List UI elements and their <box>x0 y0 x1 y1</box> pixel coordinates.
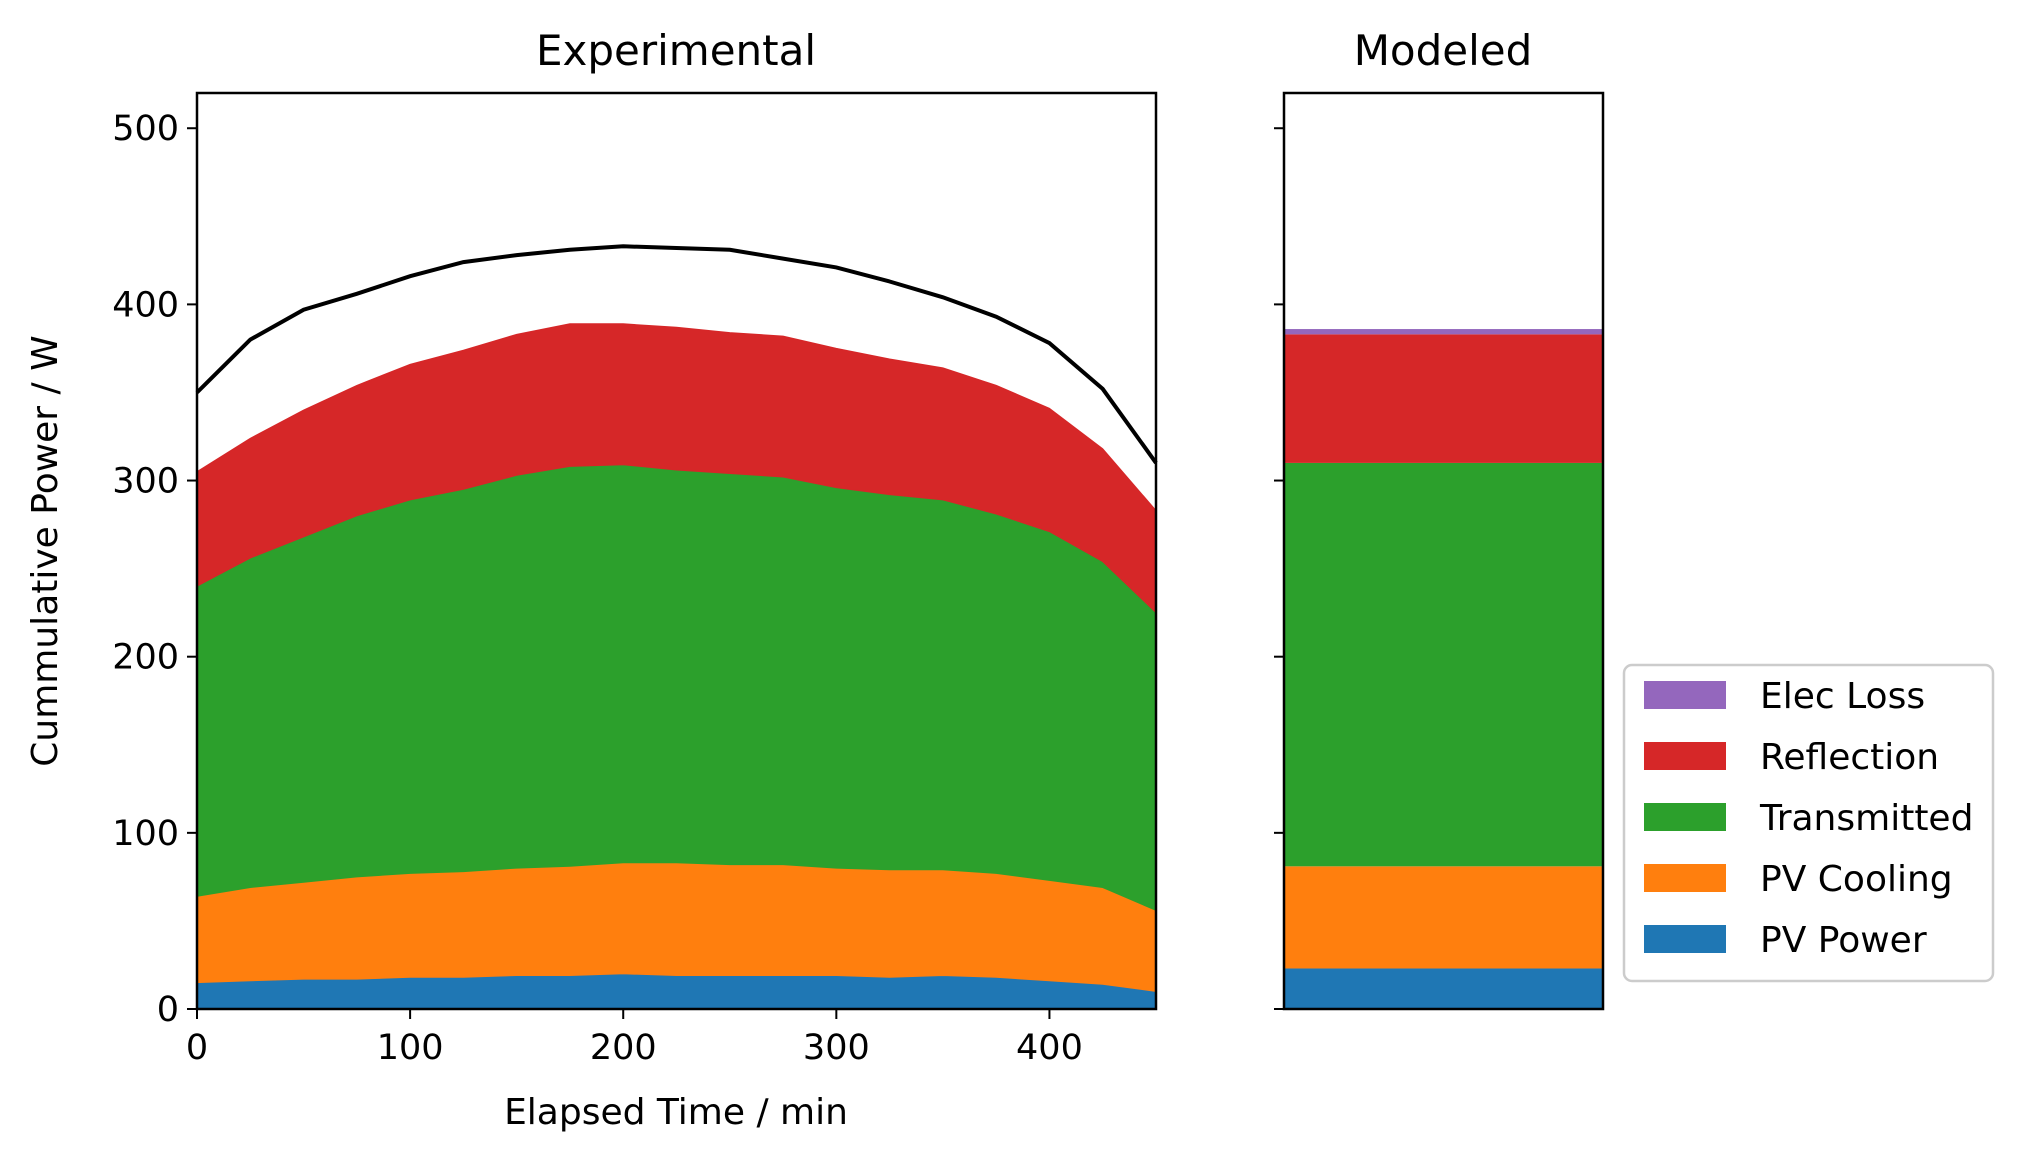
modeled-axes-frame <box>1282 91 1605 1011</box>
area-transmitted <box>196 464 1157 912</box>
experimental-title: Experimental <box>536 26 816 75</box>
legend-label: PV Cooling <box>1760 859 1953 900</box>
legend-items: Elec Loss Reflection Transmitted PV Cooling… <box>1644 676 1973 961</box>
y-tick-label: 0 <box>157 990 179 1030</box>
legend-label: PV Power <box>1760 920 1927 961</box>
legend-swatch <box>1644 742 1726 770</box>
legend-swatch <box>1644 803 1726 831</box>
y-tick-label: 500 <box>112 109 179 149</box>
legend-swatch <box>1644 681 1726 709</box>
experimental-panel: 0 100 200 300 400 500 0 100 200 300 400 Experimen… <box>25 26 1158 1133</box>
y-tick-label: 300 <box>112 462 179 502</box>
x-tick-label: 300 <box>803 1028 870 1068</box>
experimental-axes-frame <box>195 91 1158 1011</box>
legend-swatch <box>1644 864 1726 892</box>
legend-swatch <box>1644 925 1726 953</box>
bar-segment-reflection <box>1284 334 1603 463</box>
bar-segment-transmitted <box>1284 462 1603 867</box>
area-pv-cooling <box>196 862 1157 992</box>
experimental-stacked-areas <box>196 323 1157 1010</box>
x-tick-label: 0 <box>186 1028 208 1068</box>
x-tick-label: 200 <box>590 1028 657 1068</box>
x-tick-label: 400 <box>1016 1028 1083 1068</box>
legend-label: Elec Loss <box>1760 676 1925 717</box>
modeled-y-ticks <box>1274 127 1284 1010</box>
experimental-y-ticks: 0 100 200 300 400 500 <box>112 109 197 1030</box>
bar-segment-pv-cooling <box>1284 866 1603 969</box>
y-axis-label: Cummulative Power / W <box>25 335 66 766</box>
x-axis-label: Elapsed Time / min <box>504 1092 848 1133</box>
legend: Elec Loss Reflection Transmitted PV Cooling… <box>1622 663 1995 983</box>
legend-label: Reflection <box>1760 737 1939 778</box>
experimental-x-ticks: 0 100 200 300 400 <box>186 1009 1083 1068</box>
legend-label: Transmitted <box>1759 798 1973 839</box>
bar-segment-elec-loss <box>1284 329 1603 335</box>
total-power-line <box>195 244 1158 465</box>
modeled-title: Modeled <box>1354 26 1533 75</box>
y-tick-label: 400 <box>112 285 179 325</box>
modeled-stacked-bars <box>1284 329 1603 1009</box>
y-tick-label: 200 <box>112 638 179 678</box>
bar-segment-pv-power <box>1284 968 1603 1009</box>
y-tick-label: 100 <box>112 814 179 854</box>
x-tick-label: 100 <box>377 1028 444 1068</box>
modeled-panel: Modeled <box>1274 26 1605 1011</box>
